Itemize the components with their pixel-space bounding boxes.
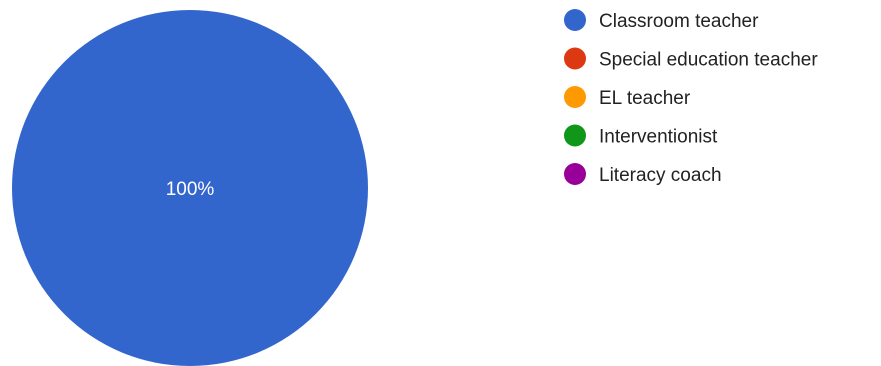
legend-label: Classroom teacher <box>599 11 759 32</box>
legend-marker-icon <box>564 86 586 108</box>
pie-slice-classroom-teacher <box>12 10 368 366</box>
legend-item: Classroom teacher <box>564 9 759 32</box>
slice-percent-label: 100% <box>166 179 215 200</box>
legend-marker-icon <box>564 9 586 31</box>
legend-marker-icon <box>564 163 586 185</box>
legend-item: Special education teacher <box>564 47 818 71</box>
legend-item: EL teacher <box>564 86 691 109</box>
legend-label: Interventionist <box>599 127 718 148</box>
legend-item: Interventionist <box>564 124 718 148</box>
pie-slices <box>12 10 368 366</box>
legend-marker-icon <box>564 124 586 147</box>
legend-label: Literacy coach <box>599 165 722 186</box>
legend-marker-icon <box>564 47 586 70</box>
slice-labels: 100% <box>166 179 215 200</box>
legend: Classroom teacher Special education teach… <box>564 9 818 186</box>
legend-item: Literacy coach <box>564 163 722 186</box>
legend-label: EL teacher <box>599 88 691 109</box>
legend-label: Special education teacher <box>599 50 818 71</box>
